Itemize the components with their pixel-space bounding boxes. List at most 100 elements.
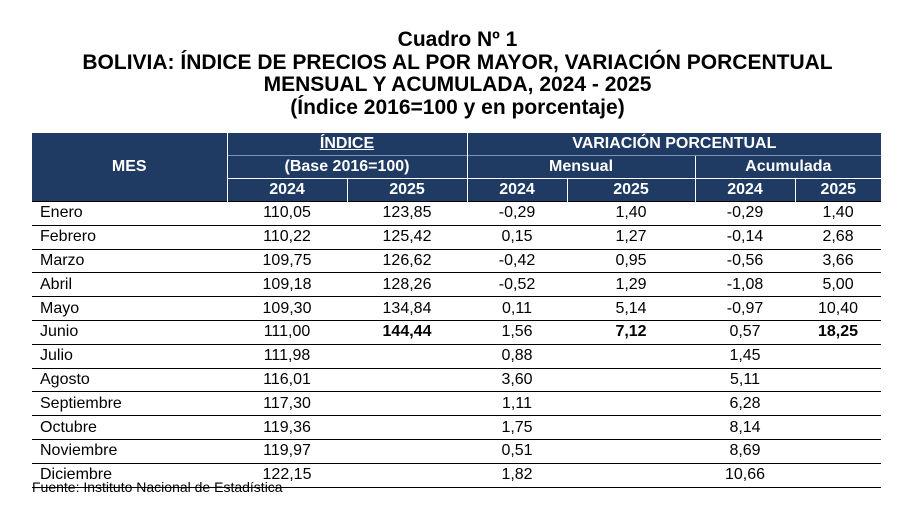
mensual-2025-cell: 0,95 xyxy=(567,249,696,274)
acumulada-2024-cell: 1,45 xyxy=(695,344,796,369)
indice-2024-cell: 109,75 xyxy=(227,249,347,274)
acumulada-2024-cell: 10,66 xyxy=(695,463,796,488)
mensual-2024-cell: 1,82 xyxy=(467,463,568,488)
indice-2025-cell: 123,85 xyxy=(347,201,468,226)
indice-2024-cell: 117,30 xyxy=(227,391,347,417)
mensual-2024-cell: 1,11 xyxy=(467,391,568,417)
header-year: 2024 xyxy=(694,178,796,202)
table-row: Agosto 116,01 3,60 5,11 xyxy=(32,368,882,393)
indice-2025-cell xyxy=(347,439,468,464)
acumulada-2024-cell: -0,29 xyxy=(695,201,796,226)
table-row: Mayo 109,30 134,84 0,11 5,14 -0,97 10,40 xyxy=(32,296,882,321)
header-mes: MES xyxy=(32,133,227,202)
mensual-2024-cell: 3,60 xyxy=(467,368,568,393)
header-base: (Base 2016=100) xyxy=(226,155,468,179)
acumulada-2025-cell xyxy=(795,439,882,464)
indice-2025-cell xyxy=(347,391,468,417)
header-year: 2025 xyxy=(346,178,468,202)
mensual-2024-cell: -0,52 xyxy=(467,272,568,298)
indice-2024-cell: 119,36 xyxy=(227,415,347,440)
indice-2024-cell: 110,05 xyxy=(227,201,347,226)
indice-2024-cell: 109,18 xyxy=(227,272,347,298)
month-cell: Enero xyxy=(32,201,227,226)
indice-2025-cell: 128,26 xyxy=(347,272,468,298)
acumulada-2025-cell xyxy=(795,344,882,369)
mensual-2025-cell: 5,14 xyxy=(567,296,696,321)
indice-2024-cell: 119,97 xyxy=(227,439,347,464)
table-row: Noviembre 119,97 0,51 8,69 xyxy=(32,439,882,464)
table-row: Junio 111,00 144,44 1,56 7,12 0,57 18,25 xyxy=(32,320,882,345)
indice-2025-cell: 134,84 xyxy=(347,296,468,321)
header-year: 2025 xyxy=(566,178,696,202)
mensual-2024-cell: 0,15 xyxy=(467,225,568,250)
table-body: Enero 110,05 123,85 -0,29 1,40 -0,29 1,40 Febre… xyxy=(32,201,882,488)
mensual-2025-cell xyxy=(567,344,696,369)
mensual-2025-cell xyxy=(567,439,696,464)
table-row: Abril 109,18 128,26 -0,52 1,29 -1,08 5,00 xyxy=(32,272,882,298)
mensual-2025-cell xyxy=(567,415,696,440)
mensual-2024-cell: 1,56 xyxy=(467,320,568,345)
indice-2024-cell: 110,22 xyxy=(227,225,347,250)
indice-2024-cell: 111,00 xyxy=(227,320,347,345)
indice-2025-cell: 125,42 xyxy=(347,225,468,250)
indice-2025-cell: 144,44 xyxy=(347,320,468,345)
indice-2024-cell: 122,15 xyxy=(227,463,347,488)
acumulada-2024-cell: -1,08 xyxy=(695,272,796,298)
mensual-2025-cell xyxy=(567,391,696,417)
acumulada-2024-cell: 0,57 xyxy=(695,320,796,345)
acumulada-2025-cell: 1,40 xyxy=(795,201,882,226)
title-line-1: Cuadro Nº 1 xyxy=(397,28,518,51)
mensual-2025-cell: 7,12 xyxy=(567,320,696,345)
acumulada-2025-cell xyxy=(795,391,882,417)
acumulada-2025-cell xyxy=(795,368,882,393)
month-cell: Marzo xyxy=(32,249,227,274)
table-row: Septiembre 117,30 1,11 6,28 xyxy=(32,391,882,417)
acumulada-2024-cell: -0,14 xyxy=(695,225,796,250)
mensual-2024-cell: 0,51 xyxy=(467,439,568,464)
month-cell: Junio xyxy=(32,320,227,345)
month-cell: Febrero xyxy=(32,225,227,250)
acumulada-2024-cell: 8,14 xyxy=(695,415,796,440)
table-title: Cuadro Nº 1 BOLIVIA: ÍNDICE DE PRECIOS A… xyxy=(0,28,915,119)
acumulada-2025-cell: 5,00 xyxy=(795,272,882,298)
mensual-2025-cell xyxy=(567,368,696,393)
source-note: Fuente: Instituto Nacional de Estadístic… xyxy=(32,479,283,495)
mensual-2024-cell: 1,75 xyxy=(467,415,568,440)
title-line-2: BOLIVIA: ÍNDICE DE PRECIOS AL POR MAYOR,… xyxy=(82,50,833,74)
mensual-2025-cell: 1,40 xyxy=(567,201,696,226)
indice-2024-cell: 116,01 xyxy=(227,368,347,393)
month-cell: Agosto xyxy=(32,368,227,393)
month-cell: Octubre xyxy=(32,415,227,440)
indice-2025-cell xyxy=(347,463,468,488)
mensual-2024-cell: -0,29 xyxy=(467,201,568,226)
header-year: 2024 xyxy=(226,178,347,202)
mensual-2025-cell: 1,27 xyxy=(567,225,696,250)
mensual-2024-cell: 0,11 xyxy=(467,296,568,321)
month-cell: Septiembre xyxy=(32,391,227,417)
acumulada-2025-cell: 10,40 xyxy=(795,296,882,321)
header-acumulada: Acumulada xyxy=(694,155,882,179)
acumulada-2024-cell: 6,28 xyxy=(695,391,796,417)
acumulada-2025-cell xyxy=(795,463,882,488)
title-line-3: MENSUAL Y ACUMULADA, 2024 - 2025 xyxy=(263,73,652,96)
indice-2024-cell: 111,98 xyxy=(227,344,347,369)
header-indice: ÍNDICE xyxy=(226,133,468,156)
acumulada-2024-cell: -0,56 xyxy=(695,249,796,274)
mensual-2025-cell: 1,29 xyxy=(567,272,696,298)
mensual-2024-cell: -0,42 xyxy=(467,249,568,274)
acumulada-2024-cell: 8,69 xyxy=(695,439,796,464)
table-row: Diciembre 122,15 1,82 10,66 xyxy=(32,463,882,488)
header-variacion: VARIACIÓN PORCENTUAL xyxy=(466,133,882,156)
month-cell: Diciembre xyxy=(32,463,227,488)
acumulada-2024-cell: 5,11 xyxy=(695,368,796,393)
acumulada-2024-cell: -0,97 xyxy=(695,296,796,321)
indice-2024-cell: 109,30 xyxy=(227,296,347,321)
month-cell: Julio xyxy=(32,344,227,369)
month-cell: Mayo xyxy=(32,296,227,321)
header-mensual: Mensual xyxy=(466,155,696,179)
month-cell: Noviembre xyxy=(32,439,227,464)
indice-2025-cell xyxy=(347,415,468,440)
month-cell: Abril xyxy=(32,272,227,298)
table-row: Enero 110,05 123,85 -0,29 1,40 -0,29 1,40 xyxy=(32,201,882,226)
acumulada-2025-cell: 18,25 xyxy=(795,320,882,345)
